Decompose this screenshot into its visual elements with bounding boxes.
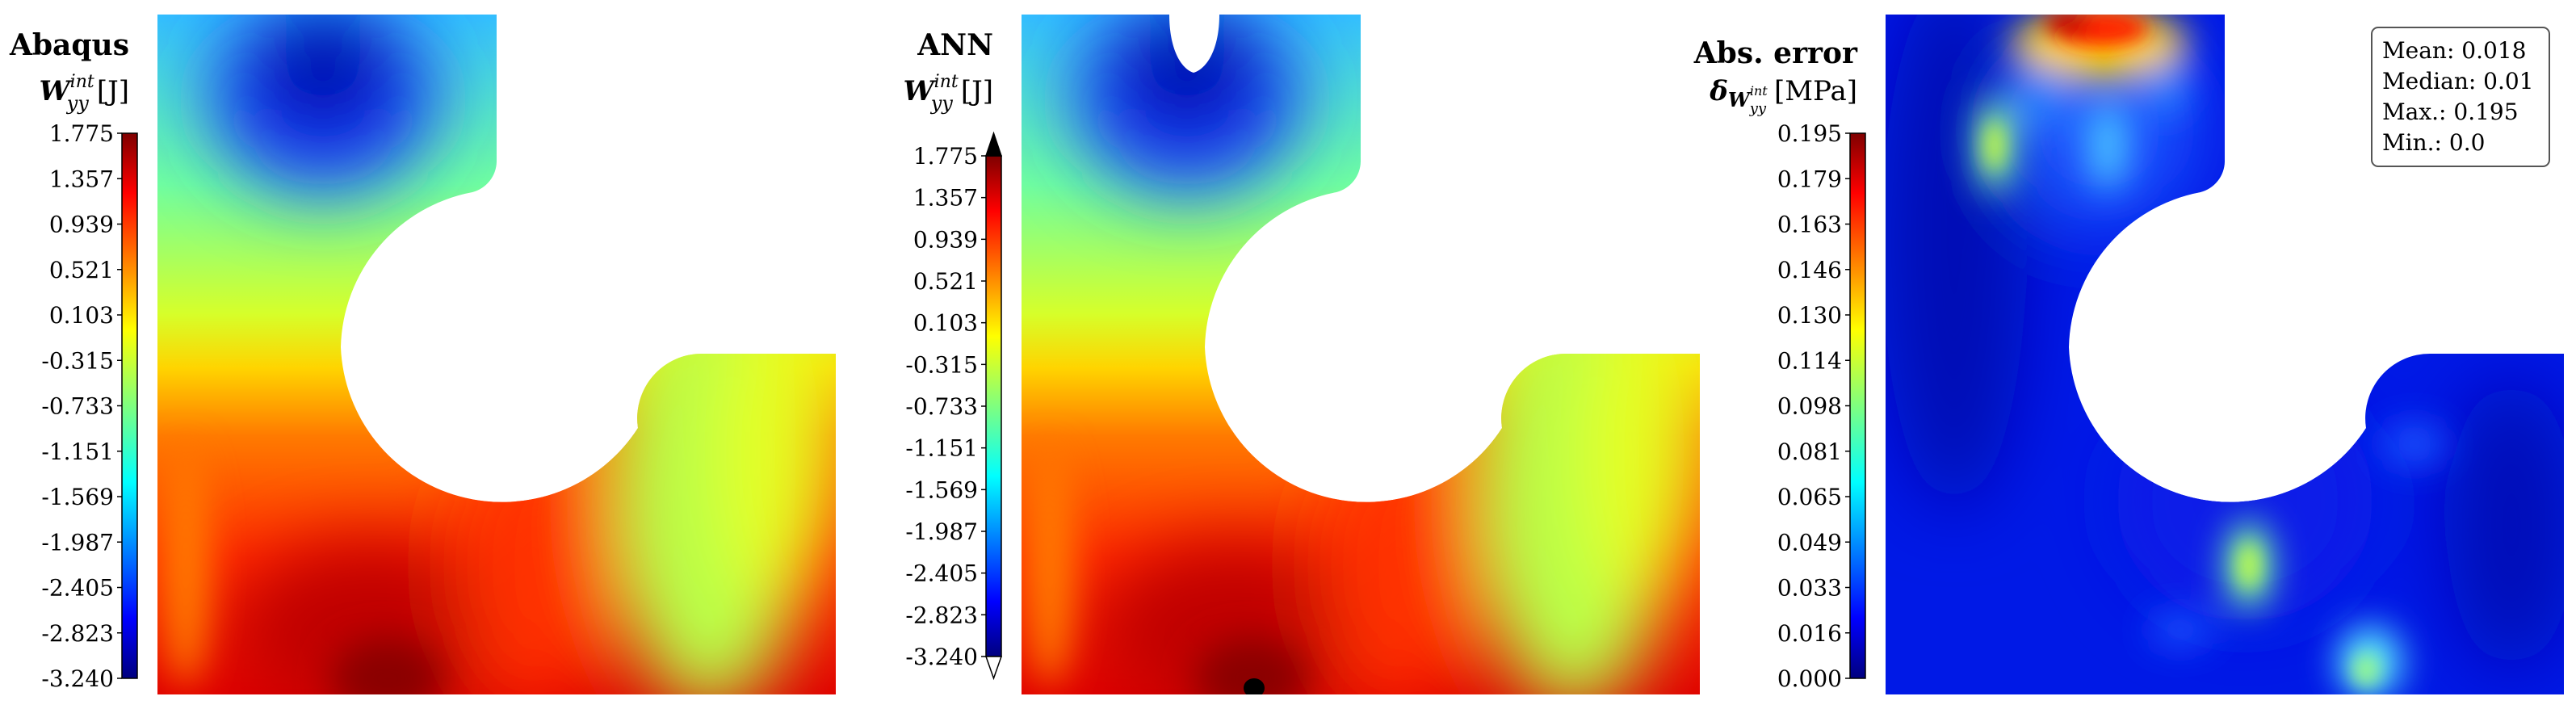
colorbar-tick-label: 0.098 xyxy=(1777,393,1842,420)
ann-heading: ANN Wint yy [J] xyxy=(903,28,993,115)
colorbar-tick-label: 1.357 xyxy=(913,185,978,212)
colorbar-tick-label: 1.775 xyxy=(49,120,114,147)
colorbar-tick-label: 0.163 xyxy=(1777,212,1842,238)
colorbar-tick-label: 0.521 xyxy=(913,268,978,295)
colorbar-tick-label: -0.315 xyxy=(905,351,978,378)
abaqus-colorbar: 1.775 1.357 0.939 0.521 0.103 -0.315 -0.733 -1.… xyxy=(41,120,138,692)
panel-title: ANN xyxy=(917,28,993,62)
colorbar-tick-label: -1.569 xyxy=(41,484,114,510)
colorbar-tick-label: -1.987 xyxy=(905,518,978,545)
colorbar-tick-label: 1.775 xyxy=(913,143,978,170)
colorbar-tick-label: 0.521 xyxy=(49,257,114,283)
colorbar-tick-label: -3.240 xyxy=(905,644,978,670)
colorbar-tick-label: -1.987 xyxy=(41,529,114,556)
quantity-label: Wint yy [J] xyxy=(903,72,993,115)
colorbar-tick-label: 0.939 xyxy=(913,226,978,253)
quantity-label: Wint yy [J] xyxy=(39,72,129,115)
stat-median: Median: 0.01 xyxy=(2382,68,2534,94)
colorbar-tick-label: 0.179 xyxy=(1777,166,1842,192)
panel-title: Abs. error xyxy=(1693,36,1858,70)
colorbar-tick-label: 0.081 xyxy=(1777,438,1842,465)
colorbar-tick-label: 0.939 xyxy=(49,212,114,238)
stat-min: Min.: 0.0 xyxy=(2382,129,2485,156)
colorbar-tick-label: -2.405 xyxy=(905,560,978,587)
quantity-label: δWint yy[MPa] xyxy=(1709,75,1857,117)
colorbar-tick-label: 0.049 xyxy=(1777,529,1842,556)
error-heading: Abs. error δWint yy[MPa] xyxy=(1693,36,1858,117)
colorbar-tick-label: -1.569 xyxy=(905,476,978,503)
colorbar-tick-label: -0.733 xyxy=(905,393,978,420)
error-colorbar: 0.195 0.179 0.163 0.146 0.130 0.114 0.098 0.081… xyxy=(1777,120,1866,692)
colorbar-tick-label: 0.146 xyxy=(1777,257,1842,283)
colorbar-tick-label: 0.016 xyxy=(1777,620,1842,647)
colorbar-upper-arrow xyxy=(984,131,1003,157)
colorbar-tick-label: -2.405 xyxy=(41,575,114,602)
colorbar-tick-label: -0.733 xyxy=(41,393,114,420)
colorbar-tick-label: 1.357 xyxy=(49,166,114,192)
colorbar-tick-label: -3.240 xyxy=(41,665,114,692)
colorbar-tick-label: -2.823 xyxy=(905,602,978,628)
colorbar-tick-label: -2.823 xyxy=(41,620,114,647)
colorbar-tick-label: -0.315 xyxy=(41,347,114,374)
colorbar-tick-label: 0.114 xyxy=(1777,347,1842,374)
ann-field xyxy=(1022,15,1700,694)
colorbar-tick-label: 0.065 xyxy=(1777,484,1842,510)
abaqus-heading: Abaqus Wint yy [J] xyxy=(9,28,129,115)
colorbar-tick-label: 0.103 xyxy=(913,310,978,337)
stat-mean: Mean: 0.018 xyxy=(2382,37,2526,64)
colorbar-lower-arrow xyxy=(984,656,1003,681)
ann-colorbar: 1.775 1.357 0.939 0.521 0.103 -0.315 -0.733 -1.… xyxy=(905,131,1003,681)
colorbar-tick-label: 0.103 xyxy=(49,302,114,329)
stat-max: Max.: 0.195 xyxy=(2382,99,2519,125)
colorbar-tick-label: 0.033 xyxy=(1777,575,1842,602)
abaqus-field xyxy=(157,15,836,694)
panel-title: Abaqus xyxy=(9,28,129,62)
colorbar-tick-label: -1.151 xyxy=(41,438,114,465)
colorbar-tick-label: 0.000 xyxy=(1777,665,1842,692)
colorbar-tick-label: 0.195 xyxy=(1777,120,1842,147)
colorbar-tick-label: 0.130 xyxy=(1777,302,1842,329)
error-stats-box: Mean: 0.018 Median: 0.01 Max.: 0.195 Min… xyxy=(2371,27,2550,167)
colorbar-tick-label: -1.151 xyxy=(905,435,978,462)
